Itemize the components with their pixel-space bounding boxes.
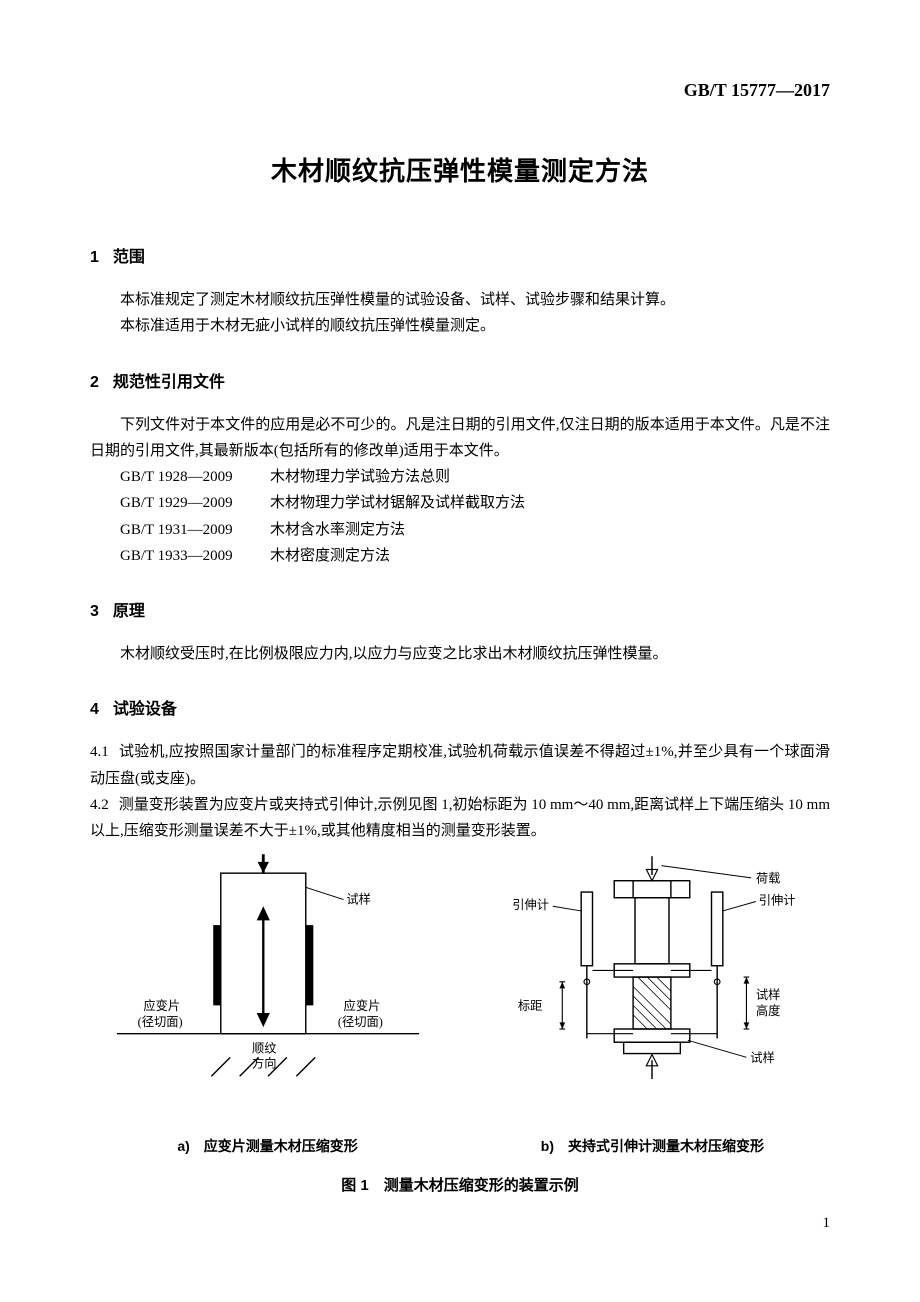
figure-left: 试样 应变片 (径切面) 应变片 (径切面) [90, 854, 445, 1156]
reference-title: 木材密度测定方法 [270, 548, 390, 564]
figure-right-caption: b) 夹持式引伸计测量木材压缩变形 [475, 1136, 830, 1156]
svg-text:高度: 高度 [756, 1003, 781, 1018]
figure-right-svg: 荷载 [482, 854, 822, 1119]
para-number: 4.2 [90, 792, 109, 818]
reference-item: GB/T 1928—2009木材物理力学试验方法总则 [120, 464, 830, 490]
section-4-2-para: 4.2测量变形装置为应变片或夹持式引伸计,示例见图 1,初始标距为 10 mm～… [90, 792, 830, 845]
svg-text:(径切面): (径切面) [337, 1015, 382, 1029]
reference-item: GB/T 1929—2009木材物理力学试材锯解及试样截取方法 [120, 490, 830, 516]
page-number: 1 [90, 1215, 830, 1232]
reference-title: 木材含水率测定方法 [270, 522, 405, 538]
svg-text:试样: 试样 [756, 987, 781, 1002]
section-4-1-para: 4.1试验机,应按照国家计量部门的标准程序定期校准,试验机荷载示值误差不得超过±… [90, 739, 830, 792]
reference-title: 木材物理力学试验方法总则 [270, 469, 450, 485]
para-text: 测量变形装置为应变片或夹持式引伸计,示例见图 1,初始标距为 10 mm～40 … [90, 797, 830, 839]
reference-code: GB/T 1931—2009 [120, 517, 270, 543]
section-1-para-2: 本标准适用于木材无疵小试样的顺纹抗压弹性模量测定。 [90, 313, 830, 339]
section-3-para-1: 木材顺纹受压时,在比例极限应力内,以应力与应变之比求出木材顺纹抗压弹性模量。 [90, 641, 830, 667]
figure-left-svg: 试样 应变片 (径切面) 应变片 (径切面) [98, 854, 438, 1119]
reference-item: GB/T 1931—2009木材含水率测定方法 [120, 517, 830, 543]
figure-right: 荷载 [475, 854, 830, 1156]
standard-code: GB/T 15777—2017 [90, 80, 830, 101]
svg-text:试样: 试样 [346, 892, 371, 907]
para-number: 4.1 [90, 739, 109, 765]
para-text: 试验机,应按照国家计量部门的标准程序定期校准,试验机荷载示值误差不得超过±1%,… [90, 744, 830, 786]
section-3-heading: 3 原理 [90, 597, 830, 621]
svg-text:标距: 标距 [518, 999, 543, 1013]
reference-item: GB/T 1933—2009木材密度测定方法 [120, 543, 830, 569]
reference-code: GB/T 1933—2009 [120, 543, 270, 569]
reference-title: 木材物理力学试材锯解及试样截取方法 [270, 495, 525, 511]
section-1-para-1: 本标准规定了测定木材顺纹抗压弹性模量的试验设备、试样、试验步骤和结果计算。 [90, 287, 830, 313]
section-2-para-1: 下列文件对于本文件的应用是必不可少的。凡是注日期的引用文件,仅注日期的版本适用于… [90, 412, 830, 465]
svg-text:应变片: 应变片 [343, 998, 380, 1013]
svg-text:荷载: 荷载 [756, 872, 781, 886]
svg-text:试样: 试样 [751, 1050, 776, 1065]
svg-text:引伸计: 引伸计 [759, 894, 796, 908]
section-2-heading: 2 规范性引用文件 [90, 368, 830, 392]
section-4-title: 试验设备 [113, 701, 177, 718]
figures-row: 试样 应变片 (径切面) 应变片 (径切面) [90, 854, 830, 1156]
section-3-number: 3 [90, 603, 99, 621]
figure-left-caption: a) 应变片测量木材压缩变形 [90, 1136, 445, 1156]
section-2-number: 2 [90, 374, 99, 392]
section-2-title: 规范性引用文件 [113, 374, 225, 391]
svg-text:引伸计: 引伸计 [513, 898, 550, 912]
svg-text:方向: 方向 [252, 1056, 277, 1071]
svg-text:顺纹: 顺纹 [252, 1042, 277, 1056]
svg-text:(径切面): (径切面) [137, 1015, 182, 1029]
figure-overall-caption: 图 1 测量木材压缩变形的装置示例 [90, 1174, 830, 1195]
reference-code: GB/T 1928—2009 [120, 464, 270, 490]
section-1-heading: 1 范围 [90, 243, 830, 267]
section-3-title: 原理 [113, 603, 145, 620]
section-1-number: 1 [90, 249, 99, 267]
section-1-title: 范围 [113, 249, 145, 266]
svg-text:应变片: 应变片 [143, 998, 180, 1013]
section-4-heading: 4 试验设备 [90, 695, 830, 719]
section-4-number: 4 [90, 701, 99, 719]
reference-list: GB/T 1928—2009木材物理力学试验方法总则 GB/T 1929—200… [90, 464, 830, 569]
document-title: 木材顺纹抗压弹性模量测定方法 [90, 151, 830, 188]
reference-code: GB/T 1929—2009 [120, 490, 270, 516]
